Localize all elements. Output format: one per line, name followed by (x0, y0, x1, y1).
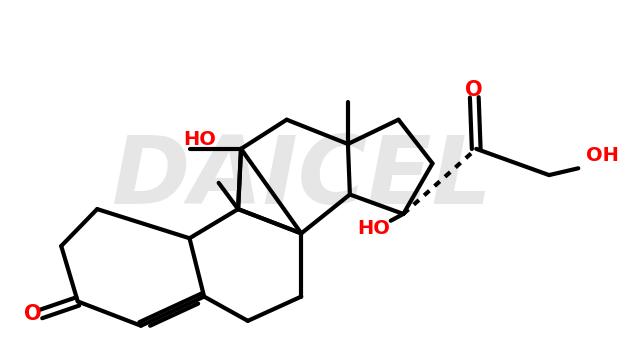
Text: DAICEL: DAICEL (111, 132, 492, 224)
Text: O: O (24, 304, 42, 324)
Text: HO: HO (358, 219, 391, 238)
Text: HO: HO (183, 130, 215, 148)
Text: OH: OH (586, 146, 619, 165)
Text: O: O (466, 79, 483, 100)
